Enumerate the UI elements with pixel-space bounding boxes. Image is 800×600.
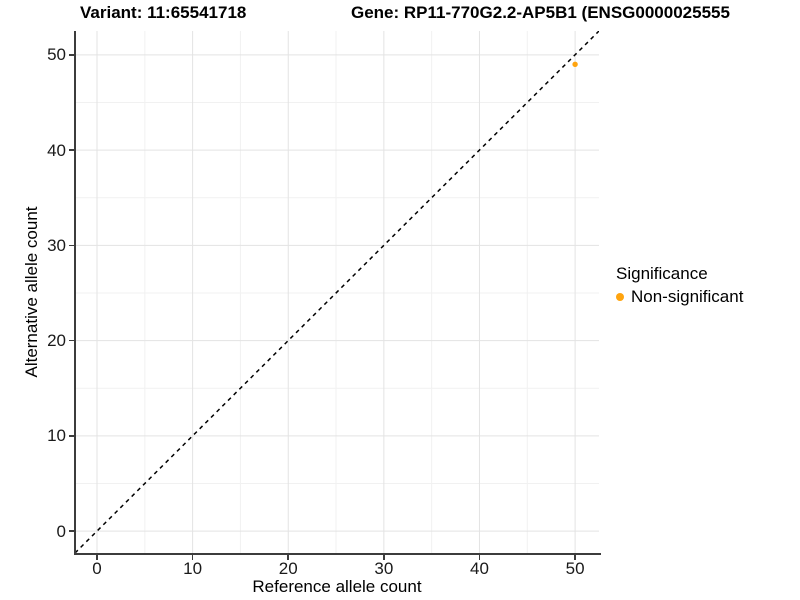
x-tick-mark xyxy=(478,555,481,560)
y-tick-label: 30 xyxy=(47,235,66,255)
y-tick-mark xyxy=(69,435,74,437)
y-tick-label: 50 xyxy=(47,45,66,65)
scatter-plot-canvas xyxy=(75,31,599,553)
legend-item-label: Non-significant xyxy=(631,287,744,306)
y-tick-mark xyxy=(69,54,74,56)
y-tick-mark xyxy=(69,530,74,532)
x-tick-label: 0 xyxy=(92,559,102,578)
x-tick-mark xyxy=(383,555,385,560)
y-tick-mark xyxy=(69,244,74,247)
x-tick-mark xyxy=(574,555,576,560)
legend: Significance Non-significant xyxy=(616,264,743,307)
x-tick-mark xyxy=(96,555,98,560)
x-tick-label: 30 xyxy=(374,559,394,578)
x-tick-label: 20 xyxy=(278,559,298,578)
y-tick-mark xyxy=(69,339,74,342)
y-axis-line xyxy=(73,31,76,555)
y-axis-title: Alternative allele count xyxy=(22,206,41,378)
plot-panel xyxy=(75,31,599,553)
y-tick-mark xyxy=(69,149,74,151)
data-point xyxy=(572,61,578,68)
y-tick-label: 20 xyxy=(47,331,66,351)
legend-key-dot xyxy=(616,293,624,301)
y-tick-label: 10 xyxy=(47,426,66,446)
legend-title: Significance xyxy=(616,264,708,283)
identity-line xyxy=(75,31,599,553)
x-axis-line xyxy=(73,553,601,555)
y-tick-label: 40 xyxy=(47,140,66,160)
plot-title-gene: Gene: RP11-770G2.2-AP5B1 (ENSG0000025555 xyxy=(351,3,730,22)
x-axis-title: Reference allele count xyxy=(252,577,422,596)
x-tick-label: 50 xyxy=(565,559,585,578)
legend-item-non-significant: Non-significant xyxy=(616,287,743,307)
x-tick-mark xyxy=(191,555,194,560)
x-tick-label: 40 xyxy=(470,559,489,578)
x-tick-mark xyxy=(287,555,289,560)
y-tick-label: 0 xyxy=(56,521,66,541)
x-tick-label: 10 xyxy=(183,559,203,578)
plot-title-variant: Variant: 11:65541718 xyxy=(80,3,247,22)
